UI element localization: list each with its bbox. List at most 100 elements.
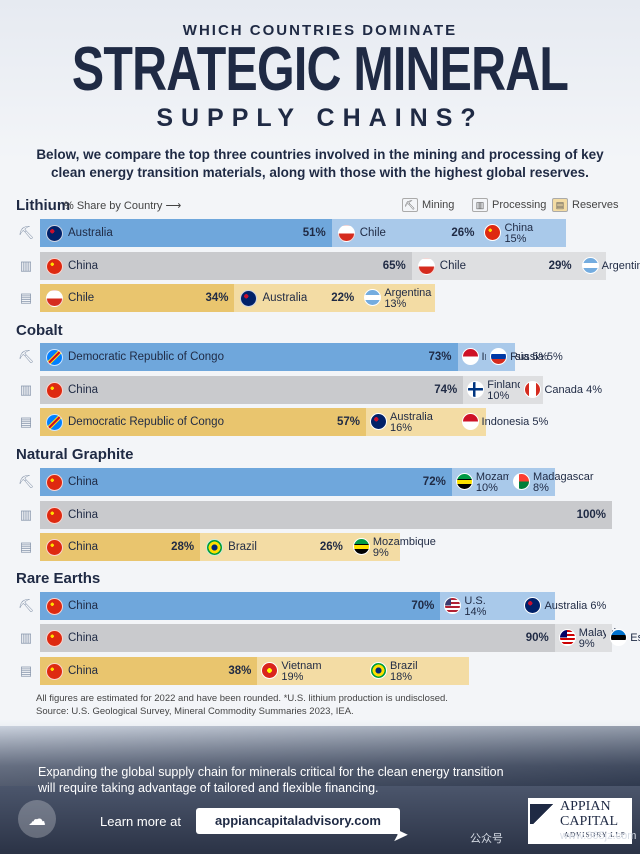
value-label: 9%: [578, 638, 595, 650]
country-label: China: [68, 260, 99, 272]
country-label: Democratic Republic of Congo: [68, 416, 224, 428]
flag-canada-icon: [524, 381, 542, 398]
flag-australia-icon: [240, 289, 258, 307]
value-label: 70%: [411, 600, 435, 612]
flag-china-icon: [46, 506, 63, 524]
country-label: Mozambique: [372, 536, 436, 548]
legend-processing-label: Processing: [492, 199, 547, 211]
country-label: Estonia: [630, 632, 640, 644]
logo-line-2: CAPITAL: [560, 814, 618, 829]
factory-icon: ▥: [472, 198, 488, 212]
value-label: 90%: [525, 632, 549, 644]
learn-more-label: Learn more at: [100, 814, 181, 829]
mountain-graphic: [0, 726, 640, 786]
flag-malaysia-icon: [558, 629, 576, 646]
country-label: Canada: [544, 384, 584, 396]
small-segment-label: Canada 4%: [544, 385, 602, 396]
small-segment-label: Vietnam 19%: [281, 661, 321, 683]
country-label: China: [68, 632, 99, 644]
flag-brazil-icon: [370, 662, 388, 679]
intro-text: Below, we compare the top three countrie…: [36, 147, 604, 180]
country-label: Malaysia: [578, 627, 623, 639]
value-label: 15%: [504, 233, 527, 245]
value-label: 9%: [372, 547, 389, 559]
value-label: 5%: [532, 351, 549, 363]
value-label: 65%: [382, 260, 406, 272]
value-label: 16%: [390, 422, 413, 434]
mineral-title-cobalt: Cobalt: [16, 322, 63, 339]
value-label: 72%: [422, 476, 446, 488]
flag-finland-icon: [467, 381, 485, 398]
small-segment-label: Indonesia 5%: [482, 417, 549, 428]
footer-text: Expanding the global supply chain for mi…: [38, 765, 504, 795]
country-label: Argentina: [601, 260, 640, 272]
bar-segment-lithium-processing-china: China 65%: [40, 252, 412, 280]
value-label: 38%: [228, 665, 252, 677]
legend-reserves-label: Reserves: [572, 199, 619, 211]
flag-china-icon: [46, 381, 63, 399]
country-label: Mozambique: [475, 471, 539, 483]
mineral-title-graphite: Natural Graphite: [16, 446, 134, 463]
flag-chile-icon: [46, 289, 63, 307]
value-label: 34%: [205, 292, 229, 304]
small-segment-label: Finland 10%: [487, 380, 523, 402]
bar-segment-natural-graphite-mining-china: China 72%: [40, 468, 452, 496]
value-label: 73%: [428, 351, 452, 363]
flag-china-icon: [46, 257, 63, 275]
bar-segment-rare-earths-reserves-china: China 38%: [40, 657, 258, 685]
legend: % Share by Country ⟶ ⛏ Mining ▥ Processi…: [16, 197, 636, 215]
footnotes: All figures are estimated for 2022 and h…: [36, 692, 596, 718]
website-link[interactable]: appiancapitaladvisory.com: [196, 808, 400, 834]
logo-mark: [530, 804, 556, 824]
flag-china-icon: [46, 629, 63, 647]
small-segment-label: Malaysia 9%: [579, 628, 622, 650]
small-segment-label: Russia 5%: [510, 352, 563, 363]
pickaxe-icon: ⛏: [17, 225, 35, 240]
flag-china-icon: [46, 538, 63, 556]
flag-indonesia-icon: [461, 348, 479, 365]
flag-china-icon: [484, 224, 502, 241]
small-segment-label: Estonia 1%: [630, 633, 640, 644]
bar-segment-lithium-mining-chile: Chile 26%: [331, 219, 481, 247]
legend-share-label: % Share by Country ⟶: [64, 199, 181, 212]
bar-segment-rare-earths-processing-china: China 90%: [40, 624, 555, 652]
value-label: 22%: [331, 292, 355, 304]
country-label: China: [68, 509, 99, 521]
warehouse-icon: ▤: [19, 414, 33, 429]
small-segment-label: Mozambique 9%: [373, 537, 436, 559]
value-label: 18%: [390, 671, 413, 683]
country-label: China: [68, 476, 99, 488]
flag-madagascar-icon: [513, 473, 531, 490]
pointer-cursor-icon: ➤: [392, 824, 409, 846]
flag-china-icon: [46, 597, 63, 615]
factory-icon: ▥: [19, 382, 33, 397]
legend-arrow: ⟶: [165, 200, 182, 212]
factory-icon: ▥: [19, 507, 33, 522]
header-kicker: WHICH COUNTRIES DOMINATE: [182, 22, 458, 39]
flag-australia-icon: [524, 597, 542, 614]
warehouse-icon: ▤: [552, 198, 568, 212]
bar-segment-lithium-mining-australia: Australia 51%: [40, 219, 332, 247]
country-label: China: [68, 600, 99, 612]
country-label: Russia: [510, 351, 544, 363]
legend-mining-label: Mining: [422, 199, 455, 211]
small-segment-label: Argentina 5%: [602, 261, 640, 272]
bar-segment-cobalt-reserves-democratic-republic-of-congo: Democratic Republic of Congo 57%: [40, 408, 367, 436]
watermark-url: www.365jz.com: [560, 830, 637, 842]
value-label: 4%: [586, 384, 602, 396]
mineral-title-lithium: Lithium: [16, 197, 71, 214]
mineral-title-rare-earths: Rare Earths: [16, 570, 101, 587]
flag-u-s-icon: [444, 597, 462, 614]
country-label: Brazil: [390, 660, 418, 672]
flag-mozambique-icon: [352, 538, 370, 555]
bar-segment-natural-graphite-reserves-china: China 28%: [40, 533, 201, 561]
flag-democratic-republic-of-congo-icon: [46, 348, 63, 366]
footnote-source: Source: U.S. Geological Survey, Mineral …: [36, 706, 354, 717]
value-label: 13%: [384, 298, 407, 310]
flag-estonia-icon: [610, 629, 628, 646]
country-label: Australia: [68, 227, 113, 239]
country-label: Finland: [487, 379, 524, 391]
logo-line-1: APPIAN: [560, 799, 611, 814]
value-label: 51%: [302, 227, 326, 239]
